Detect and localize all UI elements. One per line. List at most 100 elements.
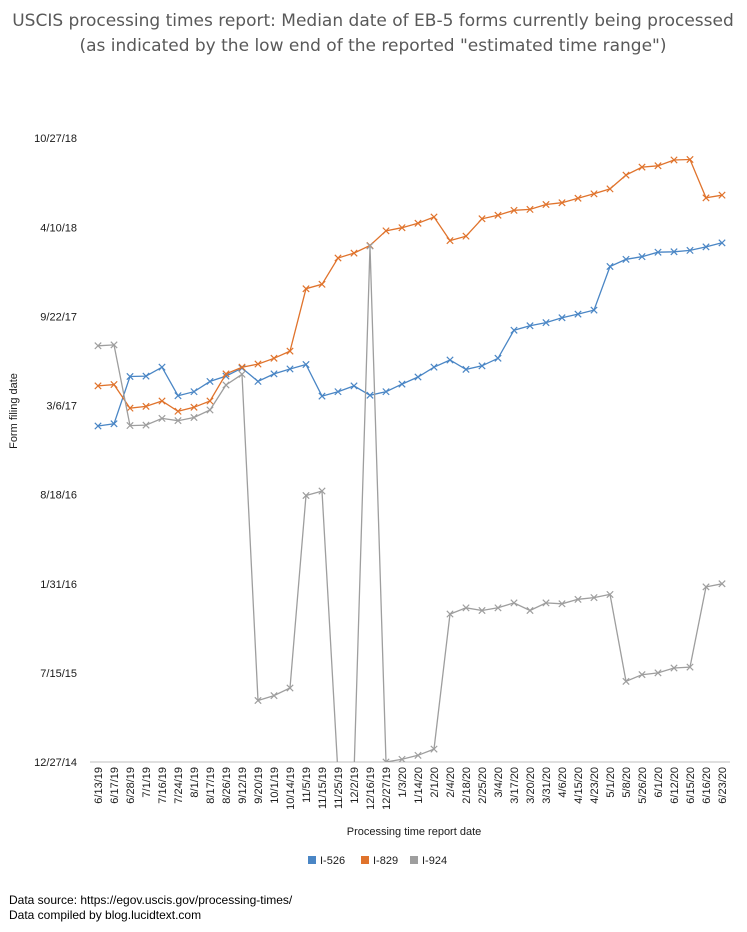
data-point: [350, 382, 358, 390]
data-point: [670, 156, 678, 164]
data-point: [334, 388, 342, 396]
x-tick-label: 6/13/19: [93, 767, 105, 804]
x-tick-label: 3/17/20: [509, 767, 521, 804]
y-tick-label: 7/15/15: [40, 668, 77, 680]
x-tick-label: 11/15/19: [317, 767, 329, 809]
x-tick-label: 1/3/20: [397, 767, 409, 798]
y-tick-label: 3/6/17: [46, 401, 77, 413]
x-tick-label: 12/27/19: [381, 767, 393, 810]
x-tick-label: 3/20/20: [525, 767, 537, 804]
chart-title-line-1: USCIS processing times report: Median da…: [12, 11, 734, 31]
data-point: [174, 417, 182, 425]
data-point: [190, 388, 198, 396]
data-point: [158, 414, 166, 423]
data-point: [622, 255, 630, 263]
data-point: [702, 194, 710, 202]
x-tick-label: 6/1/20: [653, 767, 665, 798]
data-point: [638, 253, 646, 261]
data-point: [510, 599, 518, 607]
data-point: [142, 421, 150, 429]
data-point: [126, 372, 134, 381]
x-tick-label: 12/2/19: [349, 767, 361, 804]
data-compiled-note: Data compiled by blog.lucidtext.com: [9, 908, 202, 922]
x-tick-label: 2/25/20: [477, 767, 489, 804]
data-point: [350, 249, 358, 257]
data-point: [286, 684, 294, 692]
y-tick-label: 4/10/18: [40, 222, 77, 234]
data-point: [190, 403, 198, 411]
data-point: [94, 342, 102, 350]
data-point: [270, 354, 278, 362]
legend-swatch: [361, 856, 369, 864]
data-point: [718, 580, 726, 588]
series-I-829: [94, 155, 726, 415]
data-point: [606, 185, 614, 193]
data-point: [558, 600, 566, 608]
chart-container: USCIS processing times report: Median da…: [8, 11, 734, 922]
data-point: [414, 373, 422, 381]
x-tick-label: 6/15/20: [685, 767, 697, 804]
x-tick-label: 6/16/20: [701, 767, 713, 804]
data-point: [286, 347, 294, 355]
series-layer: [94, 155, 726, 762]
series-line: [97, 158, 723, 412]
data-point: [446, 610, 454, 618]
x-tick-label: 4/6/20: [557, 767, 569, 798]
series-line: [97, 242, 723, 427]
data-point: [654, 248, 662, 256]
data-point: [494, 354, 502, 362]
y-axis-ticks: 10/27/18 4/10/18 9/22/17 3/6/17 8/18/16 1/31/…: [34, 133, 77, 769]
data-point: [622, 677, 630, 685]
data-point: [606, 590, 614, 599]
data-point: [446, 236, 454, 245]
data-point: [366, 242, 374, 250]
data-point: [254, 377, 262, 386]
data-point: [174, 392, 182, 400]
x-tick-label: 11/5/19: [301, 767, 313, 803]
x-tick-label: 8/17/19: [205, 767, 217, 804]
data-point: [94, 422, 102, 430]
legend-entry: I-924: [422, 855, 447, 867]
data-point: [366, 391, 374, 399]
data-point: [190, 413, 198, 422]
data-point: [174, 407, 182, 415]
y-tick-label: 9/22/17: [40, 311, 77, 323]
x-tick-label: 2/1/20: [429, 767, 441, 798]
data-point: [654, 162, 662, 170]
data-point: [158, 363, 166, 371]
data-point: [222, 381, 230, 389]
x-tick-label: 9/12/19: [237, 767, 249, 804]
data-point: [430, 213, 438, 221]
data-point: [590, 593, 598, 602]
data-point: [302, 360, 310, 369]
x-axis-ticks: 6/13/19 6/17/19 6/28/19 7/1/19 7/16/19 7/24/1…: [93, 767, 729, 810]
x-tick-label: 10/14/19: [285, 767, 297, 810]
data-point: [142, 372, 150, 380]
data-point: [558, 314, 566, 322]
data-point: [654, 669, 662, 677]
data-point: [574, 310, 582, 318]
data-point: [542, 318, 550, 327]
data-point: [206, 406, 214, 414]
data-point: [478, 606, 486, 615]
legend-swatch: [308, 856, 316, 864]
data-point: [398, 380, 406, 388]
data-point: [222, 370, 230, 378]
data-point: [494, 604, 502, 612]
x-tick-label: 6/17/19: [109, 767, 121, 804]
data-point: [382, 388, 390, 396]
x-tick-label: 5/8/20: [621, 767, 633, 798]
data-point: [478, 215, 486, 223]
data-point: [702, 583, 710, 591]
x-tick-label: 9/20/19: [253, 767, 265, 804]
data-point: [158, 397, 166, 405]
data-point: [110, 341, 118, 349]
data-point: [510, 326, 518, 334]
data-point: [510, 206, 518, 214]
data-point: [638, 671, 646, 679]
data-point: [718, 239, 726, 247]
data-point: [542, 200, 550, 209]
data-point: [398, 755, 406, 762]
data-point: [126, 404, 134, 412]
data-point: [414, 751, 422, 759]
